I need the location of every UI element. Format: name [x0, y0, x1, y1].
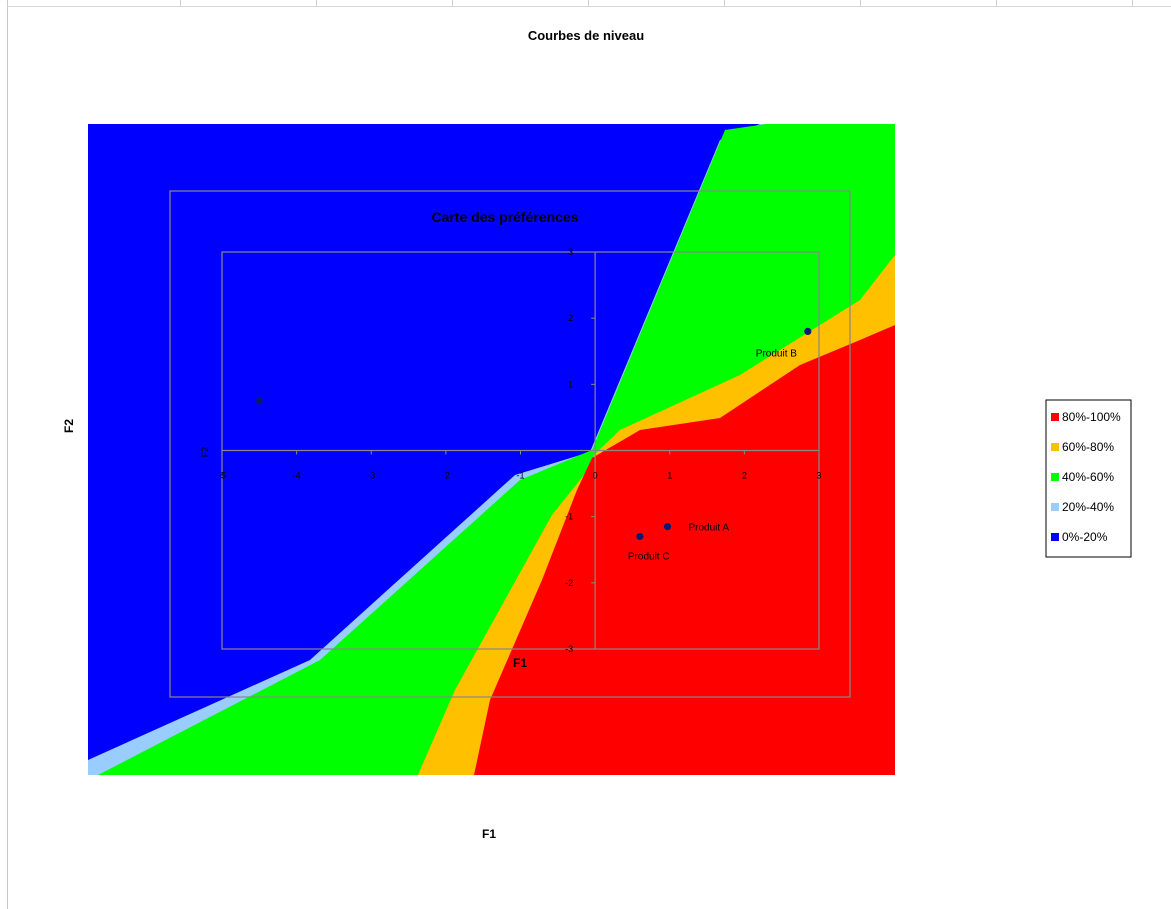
legend-swatch [1051, 443, 1059, 451]
y-tick-label: -2 [565, 578, 573, 588]
x-tick-label: -2 [442, 471, 450, 481]
legend-entry: 60%-80% [1062, 440, 1114, 454]
band-80-100 [474, 325, 895, 775]
x-tick-label: -5 [218, 471, 226, 481]
data-point-label: Produit B [756, 348, 797, 359]
x-axis-label: F1 [482, 827, 496, 841]
x-tick-label: -3 [367, 471, 375, 481]
y-tick-label: 2 [568, 313, 573, 323]
y-tick-label: -3 [565, 644, 573, 654]
data-point [663, 522, 672, 531]
x-tick-label: 3 [816, 471, 821, 481]
inner-points: Produit A Produit B Produit C [255, 327, 812, 563]
x-tick-label: -1 [516, 471, 524, 481]
column-divider [588, 0, 589, 7]
legend-entry: 40%-60% [1062, 470, 1114, 484]
column-divider [1132, 0, 1133, 7]
column-divider [180, 0, 181, 7]
data-point [804, 327, 812, 335]
inner-x-axis-label: F1 [513, 656, 527, 670]
chart-title: Courbes de niveau [528, 28, 644, 43]
legend-box [1045, 399, 1132, 558]
legend-swatch [1051, 413, 1059, 421]
legend-swatch [1051, 533, 1059, 541]
legend-entry: 0%-20% [1062, 530, 1108, 544]
legend: 80%-100% 60%-80% 40%-60% 20%-40% 0%-20% [1045, 399, 1132, 558]
column-divider [860, 0, 861, 7]
column-divider [724, 0, 725, 7]
y-tick-label: 1 [568, 379, 573, 389]
y-axis-label: F2 [62, 419, 76, 433]
y-tick-label: -1 [565, 512, 573, 522]
x-tick-label: 2 [742, 471, 747, 481]
heatmap-plot-area [88, 124, 895, 775]
x-tick-label: 0 [593, 471, 598, 481]
data-point-label: Produit C [628, 552, 670, 563]
data-point [255, 397, 263, 405]
inner-y-axis-label: F2 [200, 447, 210, 458]
sheet-top-border [7, 6, 1171, 7]
legend-entry: 80%-100% [1062, 410, 1121, 424]
column-divider [452, 0, 453, 7]
y-tick-label: 3 [568, 247, 573, 257]
legend-swatch [1051, 473, 1059, 481]
x-tick-label: 1 [667, 471, 672, 481]
sheet-left-border [7, 0, 8, 909]
column-divider [316, 0, 317, 7]
inner-chart-frame [169, 190, 851, 698]
x-tick-label: -4 [293, 471, 301, 481]
legend-entry: 20%-40% [1062, 500, 1114, 514]
data-point [636, 532, 644, 541]
inner-chart-title: Carte des préférences [431, 209, 578, 225]
legend-swatch [1051, 503, 1059, 511]
data-point-label: Produit A [689, 523, 730, 534]
column-divider [996, 0, 997, 7]
inner-axes: -5 -4 -3 -2 -1 0 1 2 3 -3 -2 -1 1 2 3 [218, 247, 822, 654]
